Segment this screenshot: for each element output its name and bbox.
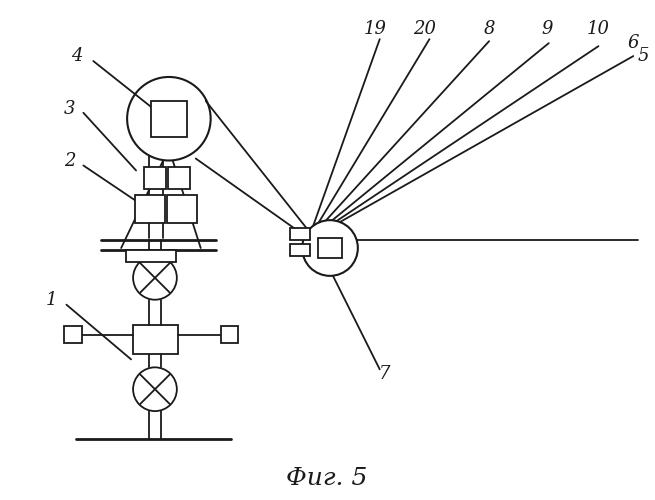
Text: 2: 2 [64, 152, 75, 170]
Text: 4: 4 [71, 47, 82, 65]
Text: Фиг. 5: Фиг. 5 [286, 467, 367, 490]
Bar [168, 168, 190, 190]
Bar [290, 244, 310, 256]
Bar [133, 324, 178, 354]
Text: 20: 20 [413, 20, 436, 38]
Bar [221, 326, 238, 344]
Text: 5: 5 [637, 47, 649, 65]
Circle shape [133, 368, 177, 411]
Bar [167, 196, 196, 223]
Bar [64, 326, 83, 344]
Bar [151, 101, 187, 136]
Circle shape [127, 77, 211, 160]
Bar [144, 168, 166, 190]
Text: 19: 19 [364, 20, 386, 38]
Text: 7: 7 [379, 366, 390, 384]
Text: 8: 8 [483, 20, 495, 38]
Text: 6: 6 [627, 34, 639, 52]
Circle shape [302, 220, 358, 276]
Bar [126, 250, 176, 262]
Text: 9: 9 [541, 20, 553, 38]
Text: 10: 10 [587, 20, 610, 38]
Circle shape [133, 256, 177, 300]
Text: 3: 3 [64, 100, 75, 118]
Text: 1: 1 [46, 290, 57, 308]
Bar [290, 228, 310, 240]
Bar [318, 238, 342, 258]
Bar [135, 196, 165, 223]
